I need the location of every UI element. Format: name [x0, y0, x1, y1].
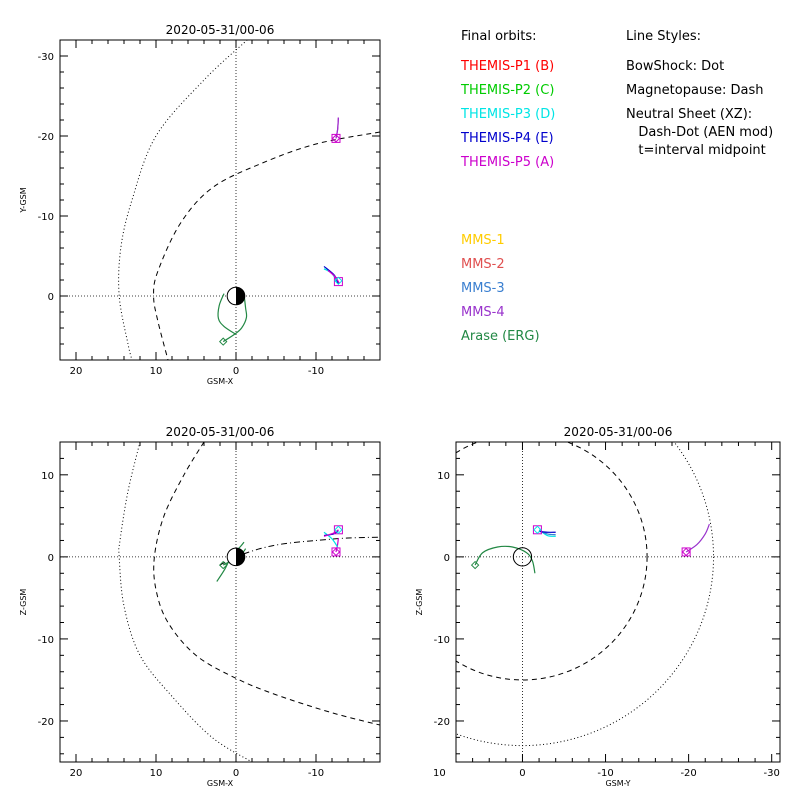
x-tick-label: 0	[519, 768, 525, 779]
orbit-curve	[685, 523, 710, 553]
x-tick-label: 0	[233, 366, 239, 377]
x-tick-label: -10	[308, 366, 324, 377]
orbit-curve	[222, 294, 248, 343]
x-axis-label: GSM-X	[207, 377, 234, 386]
y-tick-label: -20	[434, 717, 450, 728]
x-tick-label: -20	[680, 768, 696, 779]
plot-frame	[59, 441, 381, 763]
mission-legend: MMS-1 MMS-2 MMS-3 MMS-4 Arase (ERG)	[461, 233, 540, 344]
plot-area	[60, 40, 380, 360]
plot-area	[456, 442, 780, 762]
earth-icon	[512, 547, 533, 567]
final-orbits-title: Final orbits:	[461, 29, 537, 44]
legend-style-1: Magnetopause: Dash	[626, 83, 763, 98]
y-tick-label: -20	[38, 132, 54, 143]
magnetopause-curve	[153, 442, 380, 726]
panel-0: 2020-05-31/00-06 GSM-X Y-GSM 20 10 0 -10 -30 -20…	[19, 23, 381, 386]
legend-spacecraft-1: THEMIS-P2 (C)	[460, 83, 554, 98]
panel-2: 2020-05-31/00-06 GSM-Y Z-GSM 10 0 -10 -20 -30 10…	[415, 425, 781, 788]
y-tick-label: 0	[444, 553, 450, 564]
panel-1: 2020-05-31/00-06 GSM-X Z-GSM 20 10 0 -10 10 0 -10…	[19, 425, 381, 788]
x-tick-label: -10	[308, 768, 324, 779]
y-tick-label: -30	[38, 52, 54, 63]
y-tick-label: -10	[38, 635, 54, 646]
legend-style-4: t=interval midpoint	[626, 143, 766, 158]
legend-mission-3: MMS-4	[461, 305, 505, 320]
orbit-curve	[335, 537, 339, 553]
legend-mission-0: MMS-1	[461, 233, 505, 248]
orbit-curve	[323, 531, 339, 548]
panels: 2020-05-31/00-06 GSM-X Y-GSM 20 10 0 -10 -30 -20…	[19, 23, 781, 788]
plot-title: 2020-05-31/00-06	[166, 23, 275, 37]
plot-title: 2020-05-31/00-06	[166, 425, 275, 439]
plot-area	[60, 442, 380, 762]
diamond-marker	[331, 134, 341, 143]
orbit-curve	[217, 293, 237, 335]
y-tick-label: -10	[38, 212, 54, 223]
diamond-marker	[334, 276, 343, 286]
orbit-curve	[323, 529, 339, 537]
spacecraft-legend: THEMIS-P1 (B) THEMIS-P2 (C) THEMIS-P3 (D) T…	[460, 59, 555, 170]
plot-frame	[455, 441, 781, 763]
diamond-marker	[218, 560, 228, 570]
line-styles-legend: BowShock: Dot Magnetopause: Dash Neutral S…	[626, 59, 773, 158]
legend: Final orbits: Line Styles: THEMIS-P1 (B)…	[460, 29, 773, 344]
y-tick-label: 0	[48, 292, 54, 303]
y-axis-label: Y-GSM	[19, 187, 28, 213]
diamond-marker	[470, 560, 480, 570]
legend-spacecraft-3: THEMIS-P4 (E)	[460, 131, 554, 146]
x-tick-label: 0	[233, 768, 239, 779]
y-axis-label: Z-GSM	[415, 589, 424, 616]
orbit-curve	[474, 545, 536, 574]
bowshock-curve	[118, 442, 253, 762]
orbit-curve	[335, 117, 339, 139]
y-axis-label: Z-GSM	[19, 589, 28, 616]
x-tick-label: -30	[764, 768, 780, 779]
magnetopause-curve	[153, 131, 380, 360]
legend-mission-2: MMS-3	[461, 281, 505, 296]
x-tick-label: 20	[70, 768, 83, 779]
legend-style-0: BowShock: Dot	[626, 59, 724, 74]
legend-spacecraft-2: THEMIS-P3 (D)	[460, 107, 555, 122]
legend-spacecraft-0: THEMIS-P1 (B)	[460, 59, 554, 74]
y-tick-label: 10	[437, 471, 450, 482]
magnetopause-curve	[456, 442, 648, 681]
legend-spacecraft-4: THEMIS-P5 (A)	[460, 155, 554, 170]
y-tick-label: 0	[48, 553, 54, 564]
legend-mission-4: Arase (ERG)	[461, 329, 540, 344]
x-axis-label: GSM-Y	[605, 779, 630, 788]
legend-style-3: Dash-Dot (AEN mod)	[626, 125, 773, 140]
earth-night-side	[236, 548, 245, 566]
diamond-marker	[218, 337, 228, 346]
plot-title: 2020-05-31/00-06	[564, 425, 673, 439]
line-styles-title: Line Styles:	[626, 29, 701, 44]
earth-night-side	[236, 287, 245, 305]
legend-style-2: Neutral Sheet (XZ):	[626, 107, 752, 122]
x-tick-label: 10	[150, 768, 163, 779]
orbit-curve	[327, 269, 340, 284]
x-tick-label: -10	[597, 768, 613, 779]
orbit-curve	[539, 530, 556, 533]
legend-mission-1: MMS-2	[461, 257, 505, 272]
plot-frame	[59, 39, 381, 361]
x-tick-label: 10	[150, 366, 163, 377]
diamond-marker	[533, 525, 542, 535]
x-tick-label: 10	[433, 768, 446, 779]
x-tick-label: 20	[70, 366, 83, 377]
diamond-marker	[681, 547, 691, 557]
y-tick-label: -20	[38, 717, 54, 728]
y-tick-label: 10	[41, 471, 54, 482]
y-tick-label: -10	[434, 635, 450, 646]
diamond-marker	[334, 525, 343, 535]
bowshock-curve	[456, 442, 714, 747]
diamond-marker	[331, 547, 341, 557]
bowshock-curve	[118, 40, 248, 360]
x-axis-label: GSM-X	[207, 779, 234, 788]
